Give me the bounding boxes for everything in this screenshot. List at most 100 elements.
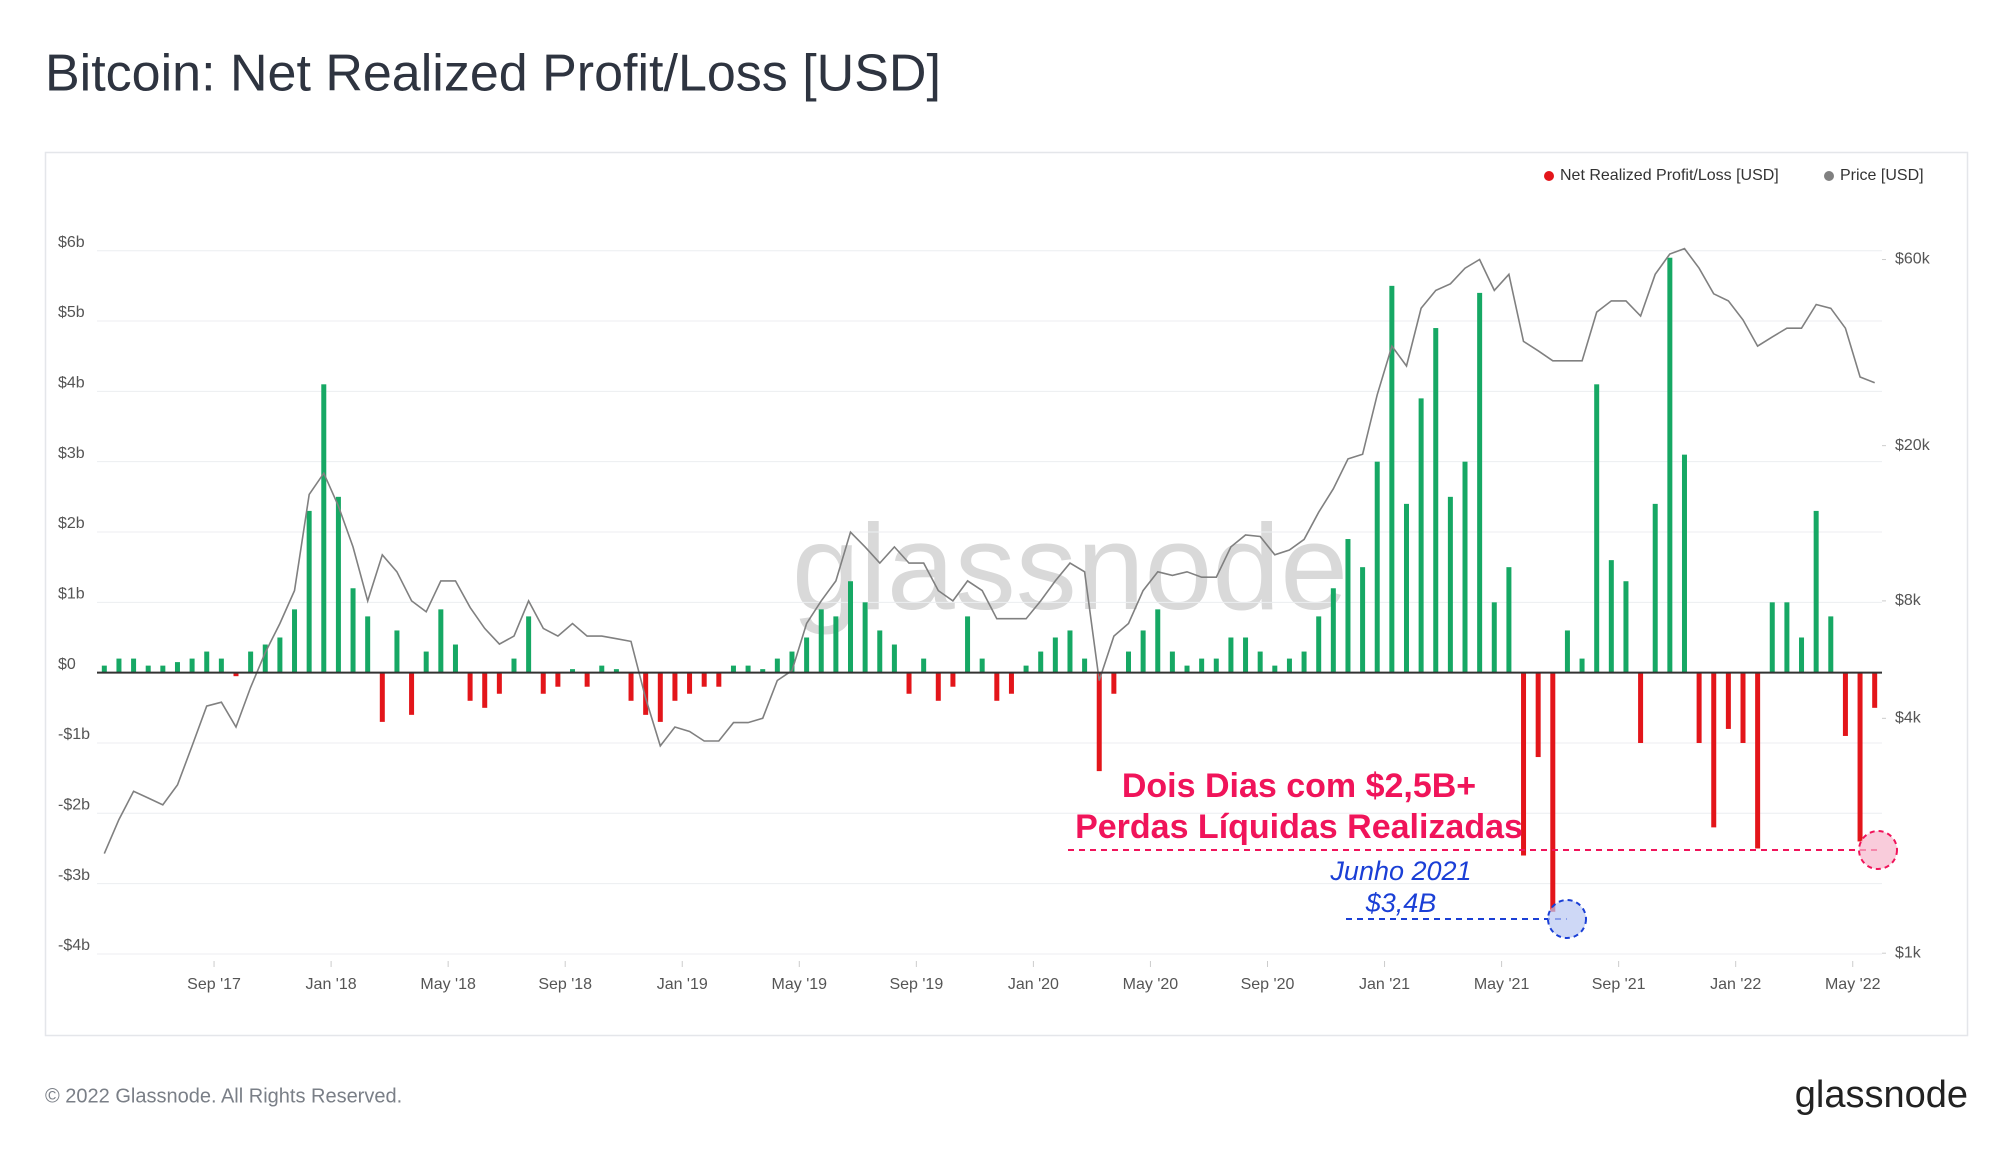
bar <box>189 658 195 673</box>
bar <box>1667 257 1673 673</box>
bar <box>262 644 268 673</box>
bar <box>482 672 488 708</box>
y-tick-label: $2b <box>58 515 85 532</box>
bar <box>1447 496 1453 673</box>
bar <box>584 672 590 687</box>
bar <box>1433 328 1439 673</box>
bar <box>935 672 941 701</box>
x-tick-label: Jan '22 <box>1710 976 1761 993</box>
y-tick-label: -$4b <box>58 937 90 954</box>
bar <box>1638 672 1644 743</box>
bar <box>526 616 532 673</box>
bar <box>862 602 868 673</box>
bar <box>921 658 927 673</box>
bar <box>1125 651 1131 673</box>
bar <box>1725 672 1731 729</box>
bar <box>1199 658 1205 673</box>
bar <box>321 384 327 673</box>
annotation-circle <box>1858 830 1898 870</box>
x-tick-label: Sep '21 <box>1592 976 1646 993</box>
bar <box>511 658 517 673</box>
bar <box>1462 461 1468 673</box>
x-tick-label: Sep '17 <box>187 976 241 993</box>
x-tick-label: Sep '18 <box>538 976 592 993</box>
bar <box>1111 672 1117 694</box>
bar <box>745 665 751 673</box>
bar <box>365 616 371 673</box>
bar <box>1755 672 1761 849</box>
bar <box>101 665 107 673</box>
bar <box>1257 651 1263 673</box>
y-tick-label: -$2b <box>58 797 90 814</box>
bar <box>672 672 678 701</box>
y-tick-label: -$3b <box>58 867 90 884</box>
annotation-circle <box>1547 899 1587 939</box>
bar <box>687 672 693 694</box>
x-tick-label: Sep '20 <box>1241 976 1295 993</box>
y2-tick-label: $60k <box>1895 251 1931 268</box>
bar <box>306 510 312 673</box>
bar <box>1842 672 1848 736</box>
annotation: Junho 2021 <box>1329 856 1471 886</box>
x-tick-label: May '22 <box>1825 976 1881 993</box>
bar <box>394 630 400 673</box>
bar <box>1652 503 1658 673</box>
bar <box>804 637 810 673</box>
bar <box>145 665 151 673</box>
bar <box>1564 630 1570 673</box>
y2-tick-label: $8k <box>1895 592 1922 609</box>
bar <box>848 581 854 673</box>
bar <box>789 651 795 673</box>
bar <box>1008 672 1014 694</box>
bar <box>730 665 736 673</box>
bar <box>160 665 166 673</box>
bar <box>379 672 385 722</box>
bar <box>1521 672 1527 856</box>
bar <box>833 616 839 673</box>
bar <box>1301 651 1307 673</box>
y2-tick-label: $1k <box>1895 944 1922 961</box>
x-tick-label: Jan '20 <box>1008 976 1059 993</box>
logo: glassnode <box>1795 1074 1968 1116</box>
y2-tick-label: $4k <box>1895 710 1922 727</box>
bar <box>906 672 912 694</box>
watermark: glassnode <box>792 499 1348 635</box>
bar <box>555 672 561 687</box>
bar <box>1477 292 1483 673</box>
y-tick-label: $0 <box>58 656 76 673</box>
bar <box>1740 672 1746 743</box>
bar <box>1608 560 1614 673</box>
bar <box>657 672 663 722</box>
bar <box>965 616 971 673</box>
bar <box>1813 510 1819 673</box>
bar <box>1374 461 1380 673</box>
bar <box>204 651 210 673</box>
bar <box>643 672 649 715</box>
bar <box>467 672 473 701</box>
y-tick-label: $5b <box>58 304 85 321</box>
bar <box>1711 672 1717 828</box>
bar <box>760 669 766 673</box>
legend-label: Price [USD] <box>1840 167 1924 184</box>
chart-title: Bitcoin: Net Realized Profit/Loss [USD] <box>45 45 941 103</box>
y2-tick-label: $20k <box>1895 437 1931 454</box>
bar <box>599 665 605 673</box>
y-tick-label: $3b <box>58 445 85 462</box>
bar <box>1681 454 1687 673</box>
y-tick-label: $1b <box>58 586 85 603</box>
bar <box>570 669 576 673</box>
bar <box>335 496 341 673</box>
bar <box>1096 672 1102 772</box>
bar <box>1491 602 1497 673</box>
bar <box>1345 539 1351 673</box>
bar <box>1857 672 1863 842</box>
bar <box>423 651 429 673</box>
bar <box>1243 637 1249 673</box>
bar <box>613 669 619 673</box>
bar <box>116 658 122 673</box>
bar <box>877 630 883 673</box>
bar <box>1023 665 1029 673</box>
x-tick-label: May '21 <box>1474 976 1530 993</box>
y-tick-label: -$1b <box>58 726 90 743</box>
